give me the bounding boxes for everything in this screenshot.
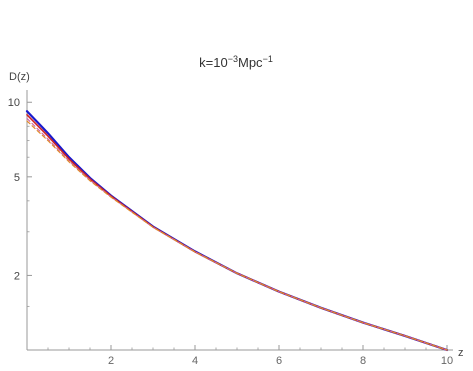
chart-title: k=10−3Mpc−1 [199, 54, 273, 70]
series-line-2 [26, 113, 448, 351]
y-tick-label: 10 [8, 97, 20, 109]
x-axis-label: z [458, 347, 464, 359]
y-axis-label: D(z) [9, 71, 30, 83]
series-line-3 [26, 117, 448, 351]
series-line-4 [26, 120, 448, 351]
axes: 2 4 6 8 10 2 5 10 [8, 90, 453, 367]
series-line-1 [25, 110, 449, 352]
y-tick-label: 5 [14, 172, 20, 184]
x-tick-label: 10 [441, 355, 453, 366]
y-tick-label: 2 [14, 270, 20, 282]
x-tick-label: 6 [276, 355, 282, 366]
series-layer [25, 110, 449, 352]
x-tick-label: 8 [360, 355, 366, 366]
x-tick-label: 2 [108, 355, 114, 366]
x-tick-label: 4 [192, 355, 198, 366]
